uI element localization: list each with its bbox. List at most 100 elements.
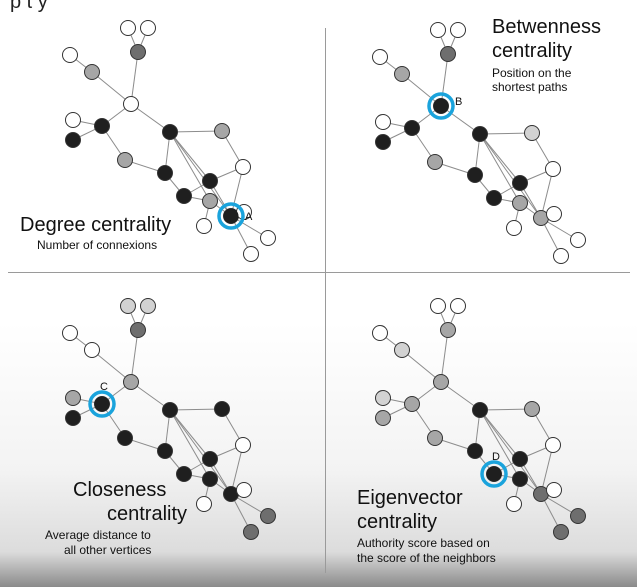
graph-node xyxy=(120,20,136,36)
graph-node xyxy=(65,112,81,128)
graph-node xyxy=(486,190,502,206)
graph-node xyxy=(553,248,569,264)
graph-node xyxy=(545,437,561,453)
highlight-node xyxy=(94,396,110,412)
graph-node xyxy=(394,342,410,358)
graph-node xyxy=(117,152,133,168)
highlight-node xyxy=(433,98,449,114)
graph-node xyxy=(176,466,192,482)
graph-node xyxy=(214,401,230,417)
graph-node xyxy=(372,49,388,65)
graph-edge xyxy=(479,133,542,219)
graph-node xyxy=(467,167,483,183)
graph-node xyxy=(570,232,586,248)
closeness-title-line-2: centrality xyxy=(107,503,188,525)
graph-node xyxy=(512,471,528,487)
highlight-ring xyxy=(480,460,508,488)
graph-edge xyxy=(479,409,542,495)
graph-node xyxy=(214,123,230,139)
graph-edge xyxy=(91,349,132,383)
graph-node xyxy=(545,161,561,177)
graph-node xyxy=(524,401,540,417)
graph-node xyxy=(430,22,446,38)
graph-edge xyxy=(479,409,521,460)
graph-node xyxy=(546,206,562,222)
graph-node xyxy=(157,165,173,181)
graph-edge xyxy=(230,444,244,495)
graph-edge xyxy=(540,444,554,495)
graph-edge xyxy=(540,168,554,219)
highlight-label: B xyxy=(455,96,462,108)
graph-node xyxy=(130,44,146,60)
graph-edge xyxy=(169,409,211,460)
graph-edge xyxy=(440,329,449,383)
closeness-subtitle-line-1: Average distance to xyxy=(45,528,151,542)
graph-node xyxy=(394,66,410,82)
eigenvector-subtitle-line-2: the score of the neighbors xyxy=(357,551,496,565)
graph-node xyxy=(123,96,139,112)
graph-edge xyxy=(130,103,171,133)
highlight-label: C xyxy=(100,381,108,393)
graph-node xyxy=(506,496,522,512)
graph-node xyxy=(196,496,212,512)
graph-edge xyxy=(130,381,171,411)
graph-node xyxy=(243,524,259,540)
graph-node xyxy=(433,374,449,390)
graph-node xyxy=(375,410,391,426)
graph-edge xyxy=(479,133,521,184)
graph-node xyxy=(404,396,420,412)
graph-node xyxy=(162,124,178,140)
graph-node xyxy=(472,126,488,142)
graph-edge xyxy=(401,349,442,383)
graph-edge xyxy=(91,71,132,105)
graph-node xyxy=(260,230,276,246)
graph-node xyxy=(450,22,466,38)
graph-node xyxy=(235,159,251,175)
graph-node xyxy=(427,154,443,170)
graph-node xyxy=(94,118,110,134)
graph-node xyxy=(524,125,540,141)
graph-node xyxy=(202,451,218,467)
graph-edge xyxy=(169,409,211,480)
graph-edge xyxy=(479,132,533,135)
graph-node xyxy=(202,471,218,487)
graph-node xyxy=(117,430,133,446)
graph-node xyxy=(553,524,569,540)
betweenness-subtitle-line-1: Position on the xyxy=(492,66,572,80)
closeness-network: C xyxy=(62,298,276,540)
graph-node xyxy=(123,374,139,390)
betweenness-network: B xyxy=(372,22,586,264)
graph-edge xyxy=(169,131,211,182)
graph-node xyxy=(512,175,528,191)
graph-node xyxy=(130,322,146,338)
degree-network: A xyxy=(62,20,276,262)
header-fragment: p t y xyxy=(10,0,48,13)
graph-node xyxy=(472,402,488,418)
highlight-node xyxy=(223,208,239,224)
graph-edge xyxy=(479,409,521,480)
graph-edge xyxy=(440,105,481,135)
graph-edge xyxy=(479,408,533,411)
graph-node xyxy=(202,193,218,209)
betweenness-title-line-2: centrality xyxy=(492,40,573,62)
graph-edge xyxy=(440,53,449,107)
graph-node xyxy=(243,246,259,262)
graph-node xyxy=(162,402,178,418)
graph-node xyxy=(65,390,81,406)
graph-node xyxy=(430,298,446,314)
graph-node xyxy=(202,173,218,189)
graph-node xyxy=(570,508,586,524)
graph-node xyxy=(120,298,136,314)
highlight-ring xyxy=(217,202,245,230)
graph-node xyxy=(196,218,212,234)
graph-node xyxy=(236,482,252,498)
graph-node xyxy=(372,325,388,341)
graph-node xyxy=(512,195,528,211)
graph-node xyxy=(440,46,456,62)
graph-node xyxy=(427,430,443,446)
graph-node xyxy=(375,134,391,150)
graph-edge xyxy=(169,131,211,202)
eigenvector-title-line-2: centrality xyxy=(357,511,438,533)
graph-node xyxy=(65,132,81,148)
